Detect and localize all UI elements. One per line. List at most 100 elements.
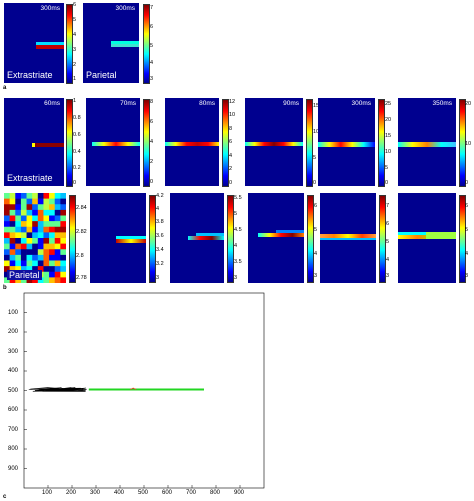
tick-label: 2.78 [76, 275, 87, 281]
colorbar-ticks: 5.5 5 4.5 4 3.5 3 [234, 193, 246, 283]
tick-label: 2.82 [76, 229, 87, 235]
noise-cell [60, 277, 66, 283]
noise-cell [15, 254, 22, 261]
tick-label: 4 [229, 153, 233, 159]
tick-label: 6 [386, 221, 390, 227]
panel-time-label: 70ms [120, 100, 136, 107]
noise-cell [43, 204, 50, 211]
tick-label: 0.6 [73, 132, 81, 138]
activation-band [276, 230, 304, 233]
tick-label: 2 [229, 166, 233, 172]
noise-cell [26, 243, 33, 250]
tick-label: 3.4 [156, 247, 164, 253]
tick-label: 3 [150, 76, 154, 82]
tick-label: 10 [465, 141, 472, 147]
panel-time-label: 350ms [432, 100, 452, 107]
tick-label: 0 [73, 180, 77, 186]
noise-cell [4, 249, 10, 256]
noise-cell [37, 209, 44, 216]
panel-time-label: 300ms [40, 5, 60, 12]
tick-label: 8 [229, 126, 233, 132]
noise-cell [60, 249, 66, 256]
noise-cell [9, 193, 16, 199]
noise-cell [4, 271, 10, 278]
noise-cell [32, 221, 39, 228]
tick-label: 0 [385, 180, 389, 186]
noise-cell [20, 260, 27, 267]
noise-heatmap-panel: Parietal [4, 193, 66, 283]
colorbar [307, 195, 314, 283]
noise-cell [54, 260, 61, 267]
tick-label: 5 [150, 43, 154, 49]
noise-cell [9, 277, 16, 283]
panel-time-label: 80ms [199, 100, 215, 107]
noise-cell [4, 277, 10, 283]
noise-cell [37, 221, 44, 228]
activation-band [36, 45, 64, 49]
noise-cell [20, 209, 27, 216]
colorbar [222, 99, 229, 187]
noise-cell [60, 209, 66, 216]
tick-label: 4 [73, 32, 77, 38]
noise-cell [60, 221, 66, 228]
x-tick-label: 800 [210, 490, 221, 496]
noise-cell [43, 254, 50, 261]
noise-cell [9, 221, 16, 228]
x-tick-label: 900 [234, 490, 245, 496]
y-tick-label: 600 [8, 407, 19, 413]
noise-cell [15, 260, 22, 267]
tick-label: 5 [234, 211, 238, 217]
activation-band [258, 233, 304, 237]
noise-cell [43, 266, 50, 273]
tick-label: 0 [465, 180, 469, 186]
noise-cell [32, 238, 39, 244]
noise-cell [4, 232, 10, 239]
noise-cell [20, 266, 27, 273]
tick-label: 3 [465, 273, 469, 279]
noise-cell [26, 232, 33, 239]
noise-cell [15, 221, 22, 228]
tick-label: 1 [73, 98, 77, 104]
x-tick-label: 600 [162, 490, 173, 496]
colorbar-ticks: 7 6 5 4 3 [386, 193, 396, 283]
noise-cell [60, 238, 66, 244]
noise-cell [49, 249, 56, 256]
noise-cell [9, 254, 16, 261]
tick-label: 5 [386, 239, 390, 245]
colorbar [378, 99, 385, 187]
noise-cell [9, 215, 16, 222]
activation-band [32, 143, 64, 147]
noise-cell [4, 198, 10, 205]
noise-cell [26, 266, 33, 273]
tick-label: 2 [150, 159, 154, 165]
colorbar-ticks: 6 5 4 3 [465, 193, 474, 283]
tick-label: 1 [73, 76, 77, 82]
tick-label: 4 [386, 257, 390, 263]
noise-cell [20, 226, 27, 233]
noise-cell [60, 193, 66, 199]
noise-cell [20, 249, 27, 256]
noise-cell [54, 271, 61, 278]
tick-label: 5 [385, 165, 389, 171]
tick-label: 6 [465, 203, 469, 209]
tick-label: 5 [465, 227, 469, 233]
activation-band [318, 142, 375, 147]
noise-cell [49, 198, 56, 205]
heatmap-panel [398, 193, 456, 283]
heatmap-panel [170, 193, 224, 283]
noise-cell [37, 249, 44, 256]
panel-time-label: 300ms [351, 100, 371, 107]
noise-cell [37, 243, 44, 250]
colorbar [459, 99, 466, 187]
noise-cell [26, 204, 33, 211]
noise-cell [54, 266, 61, 273]
colorbar-ticks: 12 10 8 6 4 2 0 [229, 97, 241, 187]
noise-cell [37, 266, 44, 273]
noise-cell [37, 198, 44, 205]
noise-cell [49, 254, 56, 261]
noise-cell [32, 232, 39, 239]
tick-label: 6 [314, 203, 318, 209]
noise-cell [54, 209, 61, 216]
noise-cell [60, 215, 66, 222]
activation-band [426, 232, 456, 239]
